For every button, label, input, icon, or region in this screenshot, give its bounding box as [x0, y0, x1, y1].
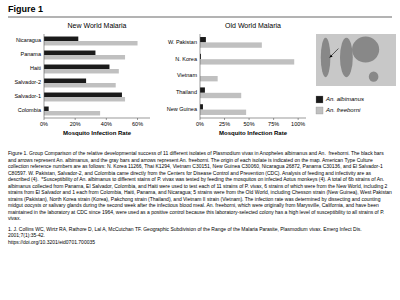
bar	[44, 65, 109, 69]
map-arrow-head	[330, 55, 333, 58]
map-land	[352, 37, 379, 63]
y-axis	[44, 34, 45, 118]
map-land	[321, 38, 331, 78]
bar	[44, 107, 49, 111]
bars	[44, 37, 138, 116]
x-tick-label: 25%	[219, 121, 230, 127]
map-land	[340, 38, 353, 78]
body: {"chart_data": [ {"type": "bar", "orient…	[0, 0, 400, 300]
category-label: N. Korea	[175, 56, 198, 62]
x-tick	[273, 118, 274, 120]
x-tick-label: 100%	[291, 121, 305, 127]
title-rule	[8, 17, 392, 18]
bar	[200, 76, 218, 81]
category-label: Vietnam	[177, 72, 197, 78]
category-label: Colombia	[18, 107, 42, 113]
x-tick-label: 50%	[244, 121, 255, 127]
legend-swatch	[316, 96, 323, 103]
chart: New World Malaria Nicaragua Panama Haiti Sal…	[14, 22, 150, 136]
x-tick-label: 0%	[40, 121, 48, 127]
legend: An. albimanus An. freeborni	[316, 96, 364, 114]
bar	[44, 83, 116, 87]
bar	[200, 59, 294, 64]
category-label: Salvador-1	[14, 93, 41, 99]
x-tick	[249, 118, 250, 120]
citation: 1. J. Collins WC, Wirtz RA, Rathore D, L…	[8, 226, 392, 239]
legend-label: An. freeborni	[325, 107, 361, 113]
figure-title: Figure 1	[8, 4, 43, 14]
bar	[44, 111, 100, 115]
x-tick-label: 40%	[101, 121, 112, 127]
bar	[44, 93, 122, 97]
x-tick	[106, 118, 107, 120]
chart: Old World Malaria W. Pakistan N. Korea Viet…	[167, 22, 306, 136]
x-tick	[44, 118, 45, 120]
bar	[200, 110, 246, 115]
x-tick	[75, 118, 76, 120]
category-label: W. Pakistan	[168, 39, 197, 45]
legend-label: An. albimanus	[325, 96, 364, 102]
y-axis	[200, 34, 201, 118]
bar	[44, 51, 95, 55]
x-tick-label: 0%	[196, 121, 204, 127]
category-label: Salvador-2	[14, 79, 41, 85]
bar	[200, 104, 203, 109]
legend-swatch	[316, 107, 323, 114]
bar	[44, 37, 78, 41]
charts: Figure 1 New World Malaria Nicaragua Panama…	[0, 0, 400, 150]
x-tick	[224, 118, 225, 120]
category-label: Panama	[21, 51, 42, 57]
x-tick	[298, 118, 299, 120]
x-axis	[44, 118, 150, 119]
notes: Figure 1. Group Comparison of the relati…	[8, 150, 392, 245]
page: Figure 1 html, body { margin: 0; padding…	[0, 0, 400, 300]
chart-title: Old World Malaria	[225, 22, 281, 29]
chart-title: New World Malaria	[68, 22, 127, 29]
x-tick-label: 20%	[70, 121, 81, 127]
map-ocean	[316, 34, 396, 86]
category-label: Nicaragua	[16, 37, 42, 43]
category-label: Thailand	[176, 89, 197, 95]
category-label: Haiti	[30, 65, 41, 71]
x-axis-label: Mosquito Infection Rate	[63, 130, 132, 136]
x-tick-label: 75%	[268, 121, 279, 127]
map	[316, 34, 396, 86]
bar	[200, 93, 241, 98]
bar	[44, 97, 125, 101]
doi: https://doi.org/10.3201/eid0701.700035	[8, 239, 392, 246]
x-tick	[200, 118, 201, 120]
map-arrow	[330, 49, 339, 58]
bar	[44, 69, 119, 73]
x-axis-label: Mosquito Infection Rate	[219, 130, 288, 136]
caption: Figure 1. Group Comparison of the relati…	[8, 150, 392, 222]
map-land	[369, 71, 379, 81]
x-tick-label: 60%	[132, 121, 143, 127]
bar	[44, 55, 125, 59]
bar	[200, 87, 205, 92]
bar	[200, 37, 206, 42]
bar	[44, 41, 138, 45]
bar	[200, 42, 262, 47]
bar	[44, 79, 86, 83]
category-label: New Guinea	[167, 106, 198, 112]
x-axis	[200, 118, 306, 119]
x-tick	[137, 118, 138, 120]
bars	[200, 37, 294, 115]
